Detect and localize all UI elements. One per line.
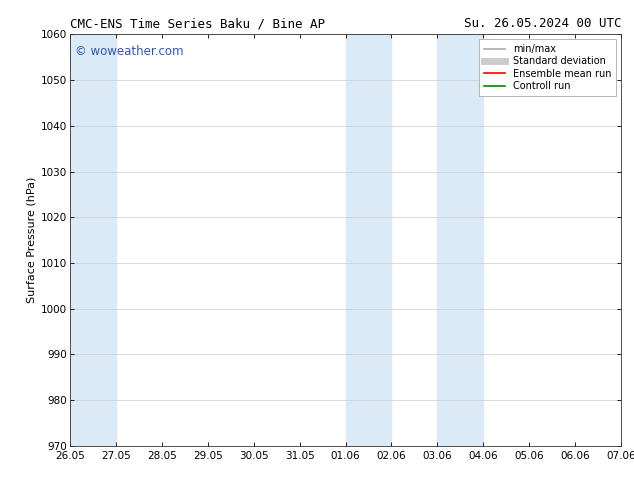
- Bar: [70, 34, 115, 446]
- Text: © woweather.com: © woweather.com: [75, 45, 184, 58]
- Legend: min/max, Standard deviation, Ensemble mean run, Controll run: min/max, Standard deviation, Ensemble me…: [479, 39, 616, 96]
- Y-axis label: Surface Pressure (hPa): Surface Pressure (hPa): [27, 177, 37, 303]
- Text: Su. 26.05.2024 00 UTC: Su. 26.05.2024 00 UTC: [464, 17, 621, 30]
- Text: CMC-ENS Time Series Baku / Bine AP: CMC-ENS Time Series Baku / Bine AP: [70, 17, 325, 30]
- Bar: [346, 34, 391, 446]
- Bar: [437, 34, 483, 446]
